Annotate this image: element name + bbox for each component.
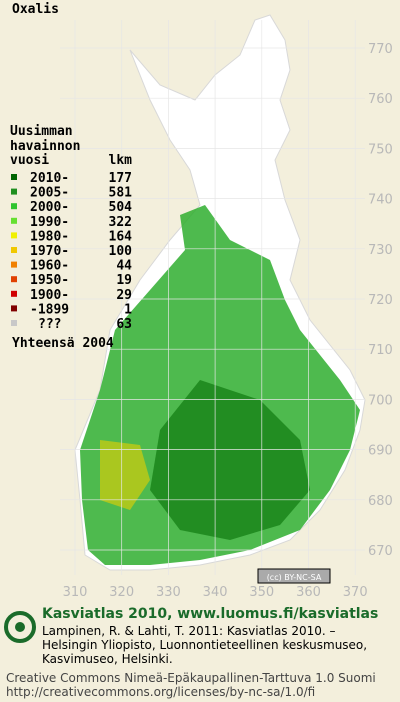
legend-swatch	[11, 188, 17, 195]
legend-count-heading: lkm	[109, 153, 133, 168]
observation-area-yellow	[100, 440, 150, 510]
legend-swatch	[11, 320, 17, 326]
legend-count: 504	[109, 200, 133, 215]
x-grid-label: 310	[63, 585, 88, 600]
x-grid-label: 350	[249, 585, 274, 600]
legend-swatch	[11, 276, 17, 283]
legend-swatch	[11, 247, 17, 253]
x-grid-label: 340	[203, 585, 228, 600]
legend-label: 1990-	[30, 215, 69, 230]
y-grid-label: 740	[368, 193, 393, 208]
legend-count: 63	[116, 317, 132, 332]
legend-label: -1899	[30, 302, 69, 317]
legend-label: 1970-	[30, 244, 69, 259]
badge-box	[257, 568, 331, 584]
y-grid-label: 700	[368, 393, 393, 408]
x-grid-label: 320	[109, 585, 134, 600]
legend-label: 1950-	[30, 273, 69, 288]
badge-text: (cc) BY-NC-SA	[267, 573, 322, 582]
legend-label: ???	[38, 317, 61, 332]
y-grid-label: 690	[368, 444, 393, 459]
x-grid-label: 330	[156, 585, 181, 600]
license-url: http://creativecommons.org/licenses/by-n…	[6, 685, 315, 699]
legend-swatch	[11, 261, 17, 268]
legend-count: 19	[116, 273, 132, 288]
y-grid-label: 680	[368, 494, 393, 509]
logo-ring	[4, 611, 36, 643]
legend-label: 1960-	[30, 259, 69, 274]
legend-label: 2005-	[30, 186, 69, 201]
legend-count: 581	[109, 186, 133, 201]
x-grid-label: 360	[296, 585, 321, 600]
license-badge: (cc) BY-NC-SA	[257, 568, 331, 584]
legend-count: 29	[116, 288, 132, 303]
logo-center	[15, 622, 25, 632]
legend-count: 177	[109, 171, 132, 186]
y-grid-label: 710	[368, 343, 393, 358]
y-grid-label: 730	[368, 243, 393, 258]
legend-count: 100	[109, 244, 133, 259]
legend-count: 322	[109, 215, 132, 230]
legend-swatch	[11, 232, 17, 239]
legend-swatch	[11, 217, 17, 224]
legend-label: 2000-	[30, 200, 69, 215]
y-grid-label: 720	[368, 293, 393, 308]
legend-label: 1900-	[30, 288, 69, 303]
y-grid-label: 750	[368, 142, 393, 157]
y-grid-label: 760	[368, 92, 393, 107]
logo	[4, 611, 36, 643]
legend-heading: havainnon	[10, 139, 80, 154]
grid: 770 760 750 740 730 720 710 700 690 680 670 310 320 3…	[60, 20, 393, 600]
license-text: Creative Commons Nimeä-Epäkaupallinen-Ta…	[6, 671, 376, 685]
citation: Kasvimuseo, Helsinki.	[42, 652, 173, 666]
legend-swatch	[11, 290, 17, 297]
map-title: Oxalis	[12, 2, 59, 17]
legend-count: 44	[116, 259, 132, 274]
citation: Lampinen, R. & Lahti, T. 2011: Kasviatla…	[42, 624, 336, 638]
footer-heading: Kasviatlas 2010, www.luomus.fi/kasviatla…	[42, 606, 378, 622]
legend-swatch	[11, 305, 17, 312]
y-grid-label: 770	[368, 42, 393, 57]
legend-count: 164	[109, 229, 133, 244]
x-grid-label: 370	[343, 585, 368, 600]
legend-heading: Uusimman	[10, 124, 73, 139]
legend-total: Yhteensä 2004	[12, 336, 114, 351]
legend-label: 2010-	[30, 171, 69, 186]
legend-label: 1980-	[30, 229, 69, 244]
legend: Uusimman havainnon vuosi lkm Yhteensä 20…	[10, 124, 132, 351]
legend-count: 1	[124, 302, 132, 317]
legend-heading: vuosi	[10, 153, 49, 168]
citation: Helsingin Yliopisto, Luonnontieteellinen…	[42, 638, 367, 652]
y-grid-label: 670	[368, 544, 393, 559]
legend-swatch	[11, 203, 17, 210]
legend-swatch	[11, 174, 17, 180]
